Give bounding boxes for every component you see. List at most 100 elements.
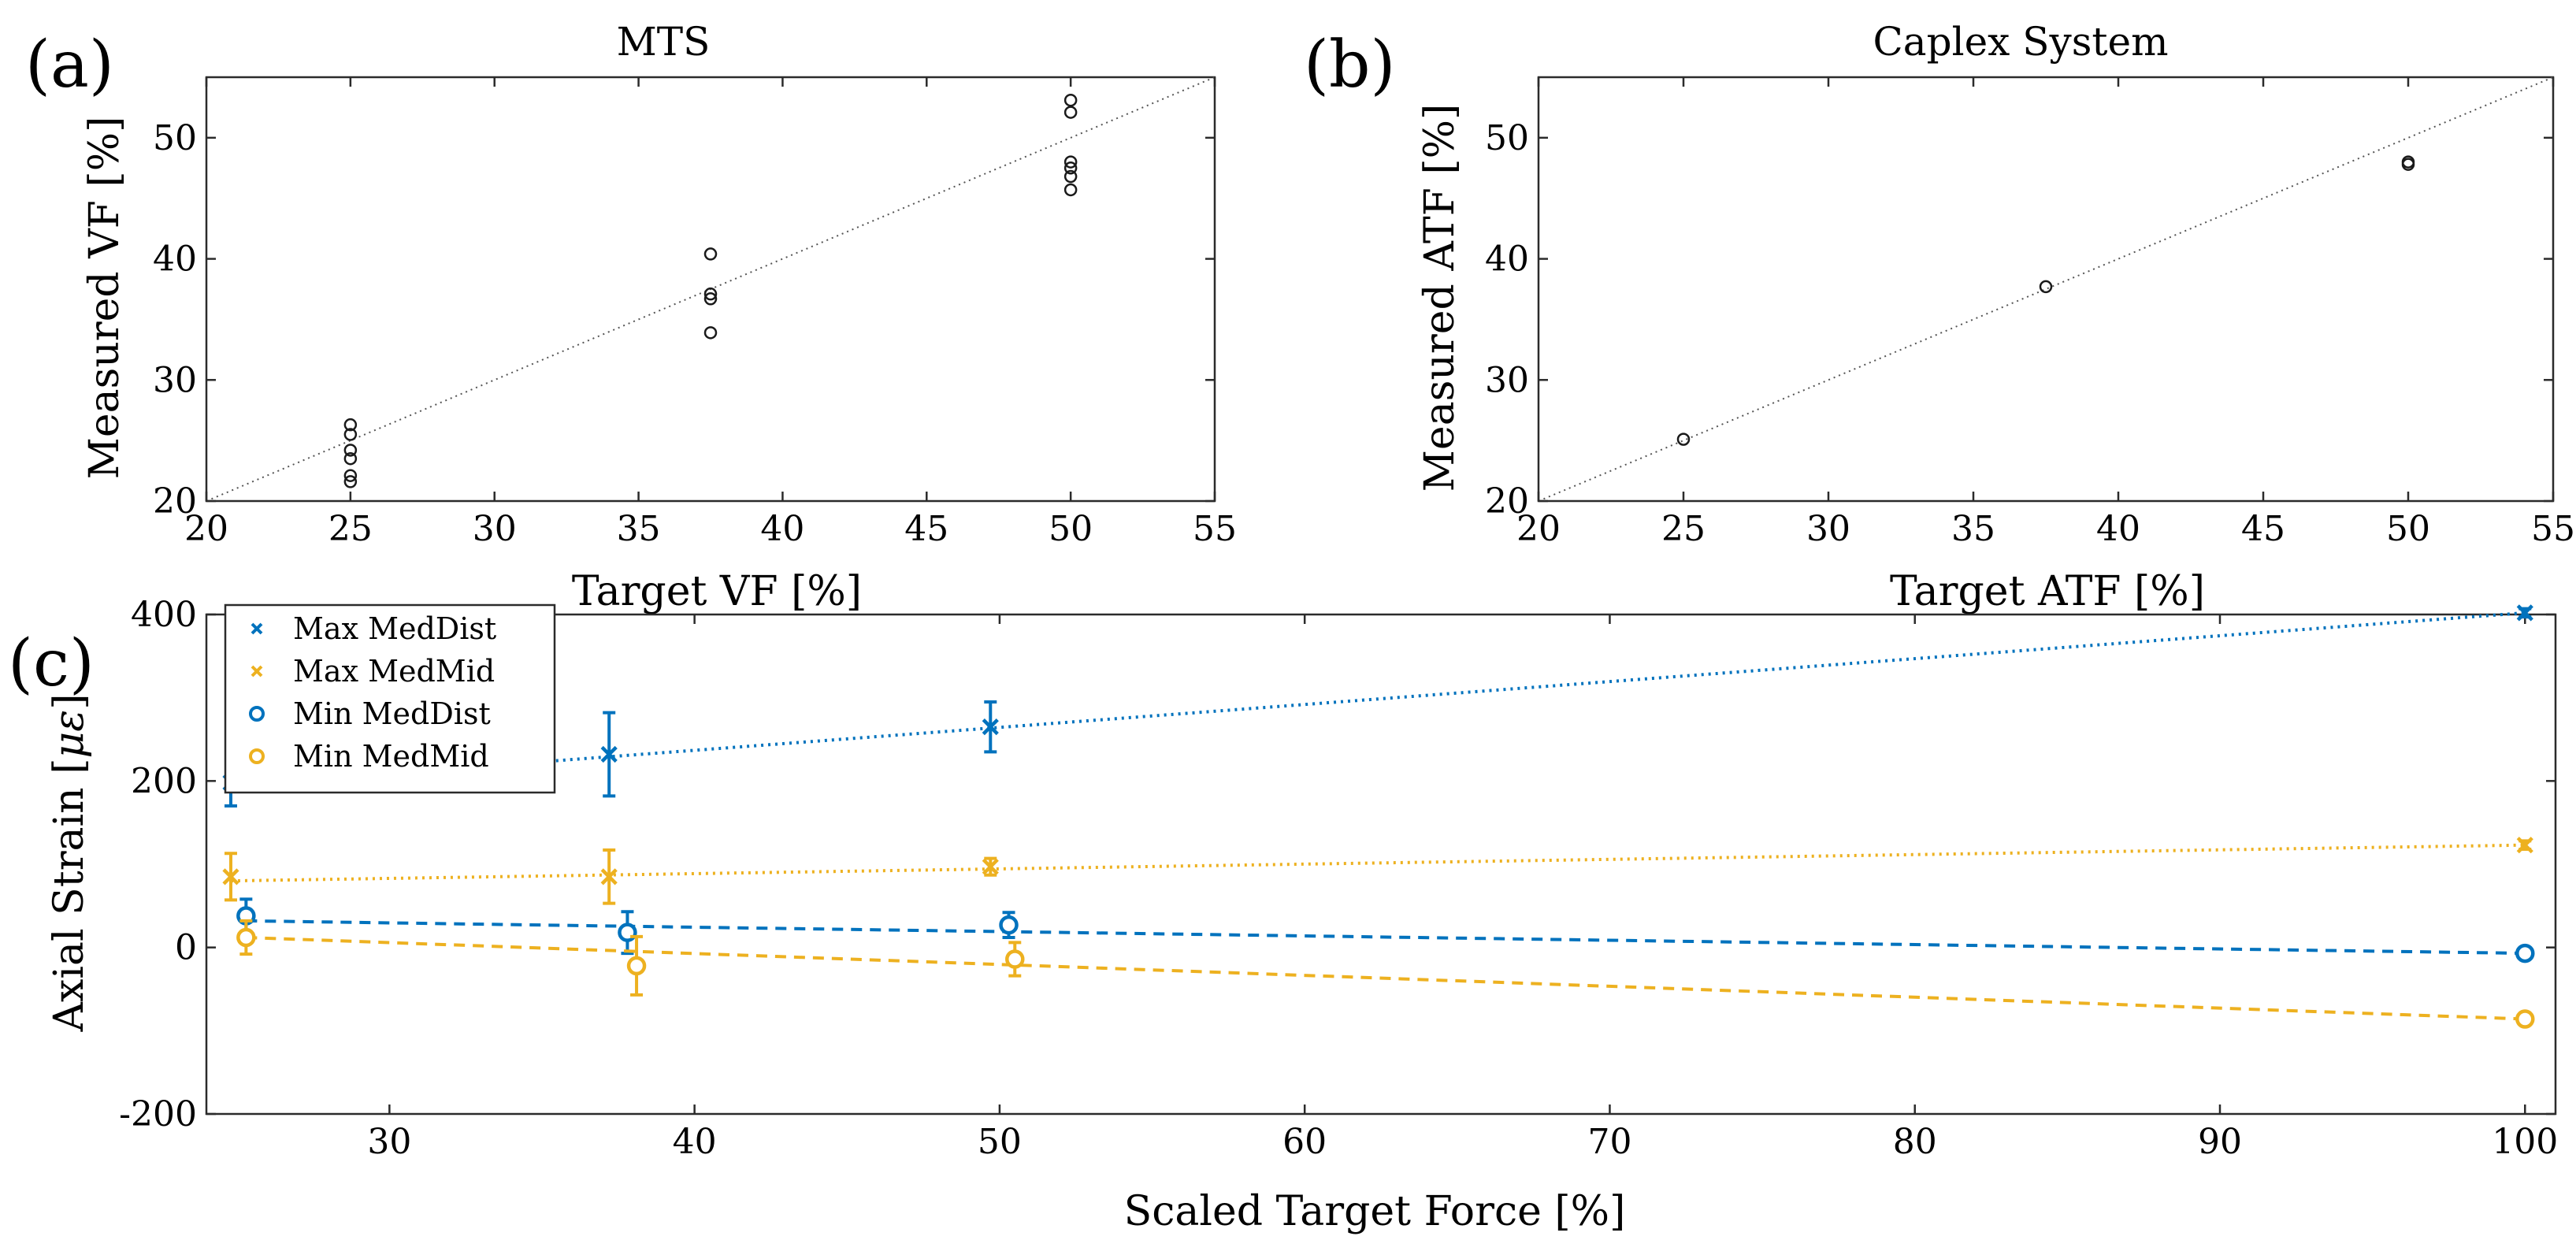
y-axis-label-c-suffix: ] (46, 694, 93, 710)
marks-a: 20 25 30 35 40 45 50 55 20 30 40 50 (153, 76, 1237, 549)
y-tick-label-a: 40 (153, 239, 197, 280)
data-point-min-meddist (2515, 943, 2535, 963)
x-tick-label-b: 40 (2096, 509, 2140, 549)
y-tick-label-a: 50 (153, 118, 197, 158)
x-axis-label-c: Scaled Target Force [%] (1124, 1188, 1626, 1235)
data-point-a (1063, 161, 1078, 175)
y-tick-label-b: 40 (1485, 239, 1529, 280)
data-point-a (703, 292, 718, 306)
legend-box (224, 603, 556, 794)
chart-title-b: Caplex System (1873, 19, 2169, 65)
data-point-min-meddist (999, 915, 1019, 935)
legend-marker (251, 665, 263, 678)
data-point-min-medmid (2515, 1009, 2535, 1029)
legend-label: Max MedMid (293, 654, 495, 689)
x-tick-label-a: 20 (184, 509, 228, 549)
panel-a-mts: (a) MTS 20 25 30 35 40 45 50 55 20 30 40 50 Target … (25, 19, 1237, 615)
x-axis-label-a: Target VF [%] (572, 568, 862, 615)
x-tick-label-a: 35 (617, 509, 661, 549)
x-tick-label-b: 50 (2386, 509, 2430, 549)
data-point-a (343, 451, 358, 466)
legend-marker (249, 748, 265, 764)
data-point-a (343, 418, 358, 432)
data-point-b (2039, 280, 2053, 294)
data-point-a (703, 247, 718, 261)
legend-item-max-meddist: Max MedDist (251, 611, 496, 646)
x-tick-label-c: 60 (1282, 1122, 1327, 1162)
marker-stroke (2516, 837, 2533, 854)
data-point-max-medmid (2516, 837, 2533, 854)
x-tick-label-a: 30 (473, 509, 517, 549)
y-tick-label-a: 30 (153, 360, 197, 400)
marks-b: 20 25 30 35 40 45 50 55 20 30 40 50 (1485, 76, 2575, 549)
panel-label-a: (a) (25, 28, 114, 102)
y-tick-label-b: 30 (1485, 360, 1529, 400)
x-tick-label-a: 50 (1049, 509, 1093, 549)
x-tick-label-c: 90 (2198, 1122, 2242, 1162)
legend-label: Min MedDist (293, 696, 491, 731)
legend-marker (251, 622, 263, 635)
x-tick-label-c: 40 (673, 1122, 717, 1162)
y-axis-label-c-symbol: με (46, 710, 93, 759)
panel-label-c: (c) (8, 626, 95, 701)
data-point-a (343, 469, 358, 482)
data-point-a (1063, 106, 1078, 119)
x-tick-label-a: 40 (760, 509, 804, 549)
data-point-max-medmid (600, 868, 618, 885)
x-tick-label-b: 35 (1951, 509, 1995, 549)
data-point-a (343, 428, 358, 441)
data-point-max-medmid (982, 858, 999, 875)
x-tick-label-a: 55 (1193, 509, 1237, 549)
x-tick-label-b: 45 (2241, 509, 2285, 549)
plot-area-b (1537, 76, 2555, 503)
x-tick-label-a: 45 (904, 509, 948, 549)
data-point-a (1063, 93, 1078, 107)
legend-c: Max MedDist Max MedMid Min MedDist Min MedM… (224, 603, 556, 794)
marker-stroke (982, 718, 999, 736)
x-tick-label-b: 20 (1516, 509, 1561, 549)
data-point-a (343, 444, 358, 457)
legend-item-min-medmid: Min MedMid (249, 739, 489, 774)
y-axis-label-b: Measured ATF [%] (1416, 104, 1464, 492)
x-tick-label-c: 70 (1587, 1122, 1631, 1162)
data-point-a (1063, 183, 1078, 197)
data-point-a (1063, 155, 1078, 169)
data-point-max-meddist (600, 745, 618, 763)
legend-item-max-medmid: Max MedMid (251, 654, 495, 689)
data-point-a (1063, 169, 1078, 184)
data-point-min-medmid (1005, 949, 1025, 969)
data-point-max-medmid (222, 868, 239, 885)
y-axis-label-a: Measured VF [%] (81, 117, 128, 480)
x-axis-label-b: Target ATF [%] (1890, 568, 2205, 615)
y-tick-label-c: -200 (119, 1094, 197, 1134)
y-tick-label-c: 400 (131, 595, 197, 635)
y-tick-label-b: 20 (1485, 481, 1529, 522)
y-axis-label-c: Axial Strain [με] (46, 694, 93, 1033)
data-point-min-medmid (236, 927, 256, 948)
marker-stroke (600, 868, 618, 885)
data-point-b (2401, 158, 2415, 171)
data-point-min-medmid (626, 956, 647, 976)
identity-line-b (1538, 76, 2554, 502)
data-point-a (703, 326, 718, 340)
x-tick-label-b: 30 (1806, 509, 1850, 549)
y-tick-label-a: 20 (153, 481, 197, 522)
legend-marker (249, 706, 265, 722)
data-point-max-meddist (2516, 604, 2533, 622)
x-tick-label-b: 25 (1661, 509, 1706, 549)
marker-stroke (222, 868, 239, 885)
x-tick-label-c: 80 (1893, 1122, 1937, 1162)
y-tick-label-b: 50 (1485, 118, 1529, 158)
fit-line-min-medmid (246, 935, 2526, 1021)
legend-item-min-meddist: Min MedDist (249, 696, 491, 731)
legend-label: Max MedDist (293, 611, 496, 646)
legend-label: Min MedMid (293, 739, 489, 774)
data-point-b (1676, 433, 1691, 446)
y-tick-label-c: 0 (175, 928, 197, 968)
x-tick-label-c: 50 (978, 1122, 1022, 1162)
x-tick-label-c: 100 (2492, 1122, 2558, 1162)
data-point-a (343, 475, 358, 488)
marker-stroke (982, 858, 999, 875)
marker-stroke (2516, 604, 2533, 622)
